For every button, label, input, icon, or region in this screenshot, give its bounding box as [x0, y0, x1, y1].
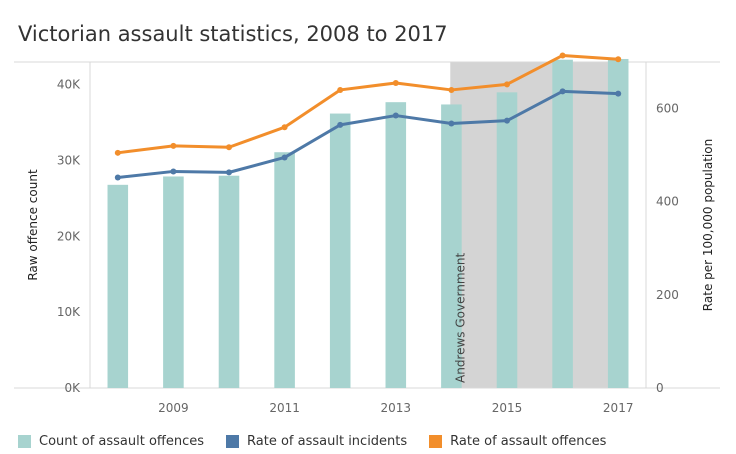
point-incidents-2017[interactable] — [615, 90, 622, 97]
point-incidents-2012[interactable] — [337, 121, 344, 128]
legend-swatch-incidents — [226, 435, 240, 448]
legend-item-offences[interactable]: Rate of assault offences — [429, 434, 606, 449]
x-tick-label: 2013 — [381, 401, 412, 415]
legend-label-incidents: Rate of assault incidents — [247, 434, 408, 449]
legend-swatch-count — [18, 435, 31, 448]
chart-title: Victorian assault statistics, 2008 to 20… — [18, 22, 448, 46]
y-left-tick-label: 0K — [64, 381, 81, 395]
y-right-axis-title: Rate per 100,000 population — [701, 139, 715, 311]
bar-2009[interactable] — [163, 176, 184, 388]
x-tick-label: 2015 — [492, 401, 523, 415]
bar-2011[interactable] — [274, 152, 295, 388]
y-right-tick-label: 0 — [656, 381, 664, 395]
point-incidents-2008[interactable] — [114, 174, 121, 181]
y-right-tick-label: 200 — [656, 288, 679, 302]
legend-label-offences: Rate of assault offences — [450, 434, 607, 449]
bar-2016[interactable] — [552, 59, 573, 388]
bar-2017[interactable] — [607, 58, 629, 389]
x-tick-label: 2011 — [269, 401, 300, 415]
legend-swatch-offences — [429, 435, 443, 448]
point-incidents-2015[interactable] — [504, 117, 510, 124]
point-incidents-2013[interactable] — [392, 112, 399, 119]
point-offences-2015[interactable] — [504, 81, 510, 88]
annotation-label: Andrews Government — [453, 253, 467, 383]
legend: Count of assault offences Rate of assaul… — [18, 434, 606, 449]
point-offences-2014[interactable] — [448, 86, 455, 93]
point-incidents-2011[interactable] — [281, 154, 288, 161]
point-incidents-2009[interactable] — [170, 168, 177, 175]
bar-2013[interactable] — [385, 102, 407, 388]
point-offences-2012[interactable] — [337, 86, 344, 93]
series-line-offences[interactable] — [117, 53, 619, 155]
bar-2014[interactable] — [441, 104, 462, 388]
point-offences-2016[interactable] — [559, 52, 566, 59]
y-left-tick-label: 30K — [57, 154, 81, 168]
bar-2015[interactable] — [496, 92, 518, 388]
point-incidents-2010[interactable] — [226, 169, 232, 176]
bar-2010[interactable] — [218, 175, 240, 388]
y-right-tick-label: 400 — [656, 195, 679, 209]
y-left-tick-label: 10K — [57, 305, 81, 319]
point-offences-2008[interactable] — [114, 149, 121, 156]
point-incidents-2016[interactable] — [559, 88, 566, 95]
legend-item-incidents[interactable]: Rate of assault incidents — [226, 434, 407, 449]
chart-area: 0K 10K 20K 30K 40K 0 200 400 600 2009 2011 2013 2015… — [14, 52, 720, 415]
x-tick-label: 2017 — [603, 401, 634, 415]
point-offences-2017[interactable] — [615, 56, 622, 63]
series-line-incidents[interactable] — [117, 89, 619, 179]
point-incidents-2014[interactable] — [448, 120, 455, 127]
legend-item-count[interactable]: Count of assault offences — [18, 434, 204, 449]
bar-2012[interactable] — [329, 113, 351, 388]
point-offences-2011[interactable] — [281, 124, 288, 131]
point-offences-2009[interactable] — [170, 142, 177, 149]
y-left-tick-label: 20K — [57, 229, 81, 243]
government-period-shade — [450, 62, 621, 388]
bar-2008[interactable] — [107, 184, 129, 388]
y-right-tick-label: 600 — [656, 102, 679, 116]
point-offences-2010[interactable] — [226, 144, 232, 151]
point-offences-2013[interactable] — [392, 79, 399, 86]
y-left-axis-title: Raw offence count — [26, 169, 40, 281]
x-tick-label: 2009 — [158, 401, 189, 415]
legend-label-count: Count of assault offences — [39, 434, 205, 449]
y-left-tick-label: 40K — [57, 78, 81, 92]
